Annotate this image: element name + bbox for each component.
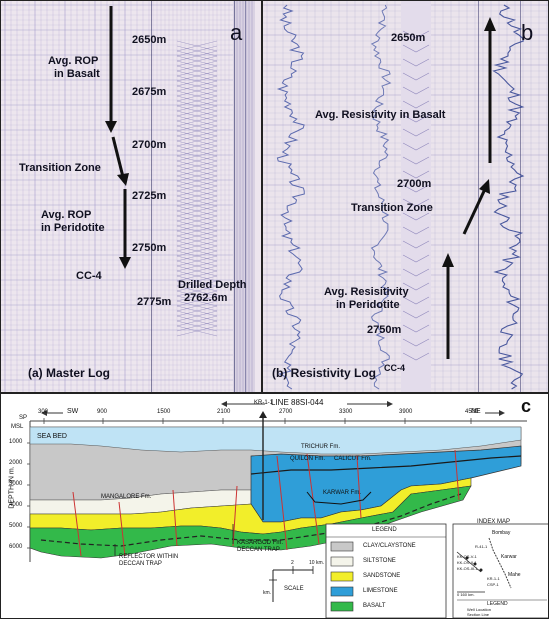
y-tick-label: 3000 xyxy=(9,481,23,487)
index-legend-section: Section Line xyxy=(467,612,490,617)
kasargod-label-1: KASARGOD Fm. xyxy=(237,540,284,546)
legend-swatch xyxy=(330,571,354,582)
direction-ne: NE xyxy=(471,408,481,415)
transition-arrow-b xyxy=(462,188,487,235)
transition-zone-label: Transition Zone xyxy=(19,162,101,174)
sea-water xyxy=(29,426,522,455)
legend-swatch xyxy=(330,601,354,612)
kasargod-label-2: DECCAN TRAP xyxy=(237,547,280,553)
index-place-kkos2: KK-OS-II-1 xyxy=(457,560,477,565)
scale-value-2: 2 xyxy=(291,560,294,566)
x-tick-label: 2100 xyxy=(217,409,231,415)
index-legend-well: Well Location xyxy=(467,607,491,612)
reflector-line xyxy=(40,493,462,547)
resistivity-log-caption: (b) Resistivity Log xyxy=(272,366,377,380)
trichur-label: TRICHUR Fm. xyxy=(301,444,340,450)
rop-basalt-label-1: Avg. ROP xyxy=(48,55,99,67)
legend-title: LEGEND xyxy=(372,527,397,533)
index-place-bombay: Bombay xyxy=(492,530,511,536)
depth-label-2675: 2675m xyxy=(132,86,167,98)
msl-label: MSL xyxy=(11,424,24,430)
scale-value-km: km. xyxy=(263,590,272,596)
basalt-layer xyxy=(29,485,472,559)
depth-label-2750: 2750m xyxy=(132,242,167,254)
index-map xyxy=(452,523,548,618)
mangalore-label: MANGALORE Fm. xyxy=(101,494,152,500)
x-tick-label: 4500 xyxy=(465,409,479,415)
index-legend-title: LEGEND xyxy=(487,601,508,607)
index-scale: 0 160 km. xyxy=(457,592,475,597)
seismic-section-panel: LINE 88SI-044 SW NE c KR-1-1 SP MSL 300 9… xyxy=(0,393,549,619)
legend-item-label: BASALT xyxy=(363,603,386,609)
rop-basalt-label-2: in Basalt xyxy=(54,68,100,80)
direction-sw: SW xyxy=(67,408,79,415)
master-log-background xyxy=(1,1,255,392)
depth-label-b-2700: 2700m xyxy=(397,178,432,190)
master-log-caption: (a) Master Log xyxy=(28,366,111,380)
index-place-csp1: CSP-1 xyxy=(487,582,499,587)
index-map-title: INDEX MAP xyxy=(477,519,511,525)
karwar-label: KARWAR Fm. xyxy=(323,490,362,496)
transition-zone-label-b: Transition Zone xyxy=(351,202,433,214)
resistivity-peridotite-label-2: in Peridotite xyxy=(336,299,400,311)
well-name: KR-1-1 xyxy=(254,400,274,406)
resistivity-basalt-label: Avg. Resistivity in Basalt xyxy=(315,109,446,121)
drilled-depth-label-2: 2762.6m xyxy=(184,292,228,304)
drilled-depth-label-1: Drilled Depth xyxy=(178,279,247,291)
geological-cross-section xyxy=(27,401,548,618)
index-place-kkos3: KK-OS-III-1 xyxy=(457,566,478,571)
x-tick-label: 900 xyxy=(97,409,108,415)
x-tick-label: 3900 xyxy=(399,409,413,415)
depth-label-2650: 2650m xyxy=(132,34,167,46)
rop-peridotite-label-1: Avg. ROP xyxy=(41,209,92,221)
x-tick-label: 300 xyxy=(38,409,49,415)
panel-letter-c: c xyxy=(521,396,532,416)
y-tick-label: 5000 xyxy=(9,523,23,529)
master-log-panel: 2650m 2675m 2700m 2725m 2750m 2775m a Av… xyxy=(0,0,262,393)
legend-item-label: SILTSTONE xyxy=(363,558,396,564)
y-tick-label: 2000 xyxy=(9,460,23,466)
x-tick-label: 3300 xyxy=(339,409,353,415)
panel-letter-b: b xyxy=(521,20,534,45)
panel-letter-a: a xyxy=(230,20,243,45)
depth-label-2775: 2775m xyxy=(137,296,172,308)
section-line-title: LINE 88SI-044 xyxy=(271,398,324,407)
y-tick-label: 6000 xyxy=(9,544,23,550)
index-place-kkos5: KK-OS-V-1 xyxy=(457,554,477,559)
depth-label-b-2750: 2750m xyxy=(367,324,402,336)
quilon-label: QUILON Fm. xyxy=(290,456,326,462)
index-place-karwar: Karwar xyxy=(501,554,517,560)
calicut-label: CALICUT Fm. xyxy=(334,456,372,462)
y-tick-label: 1000 xyxy=(9,439,23,445)
sea-bed-label: SEA BED xyxy=(37,433,67,440)
well-label-b: CC-4 xyxy=(384,363,406,373)
legend-swatch xyxy=(330,586,354,597)
legend-swatch xyxy=(330,556,354,567)
scale-value-10: 10 km. xyxy=(309,560,325,566)
depth-label-2700: 2700m xyxy=(132,139,167,151)
y-tick-label: 4000 xyxy=(9,502,23,508)
index-place-mahe: Mahe xyxy=(508,572,521,578)
scale-label: SCALE xyxy=(284,586,304,592)
legend-item-label: SANDSTONE xyxy=(363,573,401,579)
legend-item-label: CLAY/CLAYSTONE xyxy=(363,543,416,549)
resistivity-log-panel: b 2650m Avg. Resistivity in Basalt 2700m… xyxy=(262,0,549,393)
reflector-label-1: REFLECTOR WITHIN xyxy=(119,554,179,560)
x-tick-label: 2700 xyxy=(279,409,293,415)
depth-label-b-2650: 2650m xyxy=(391,32,426,44)
reflector-label-2: DECCAN TRAP xyxy=(119,561,162,567)
legend-item-label: LIMESTONE xyxy=(363,588,398,594)
depth-label-2725: 2725m xyxy=(132,190,167,202)
index-place-r41: R-41-1 xyxy=(475,544,488,549)
sp-label: SP xyxy=(19,415,28,421)
rop-peridotite-label-2: in Peridotite xyxy=(41,222,105,234)
resistivity-peridotite-label-1: Avg. Resisitivity xyxy=(324,286,409,298)
y-axis-label: DEPTH IN m. xyxy=(8,466,16,509)
transition-arrow xyxy=(111,136,125,178)
well-label-a: CC-4 xyxy=(76,270,102,282)
x-tick-label: 1500 xyxy=(157,409,171,415)
index-place-kr11: KR-1-1 xyxy=(487,576,500,581)
legend-swatch xyxy=(330,541,354,552)
resistivity-log-background xyxy=(263,1,548,392)
